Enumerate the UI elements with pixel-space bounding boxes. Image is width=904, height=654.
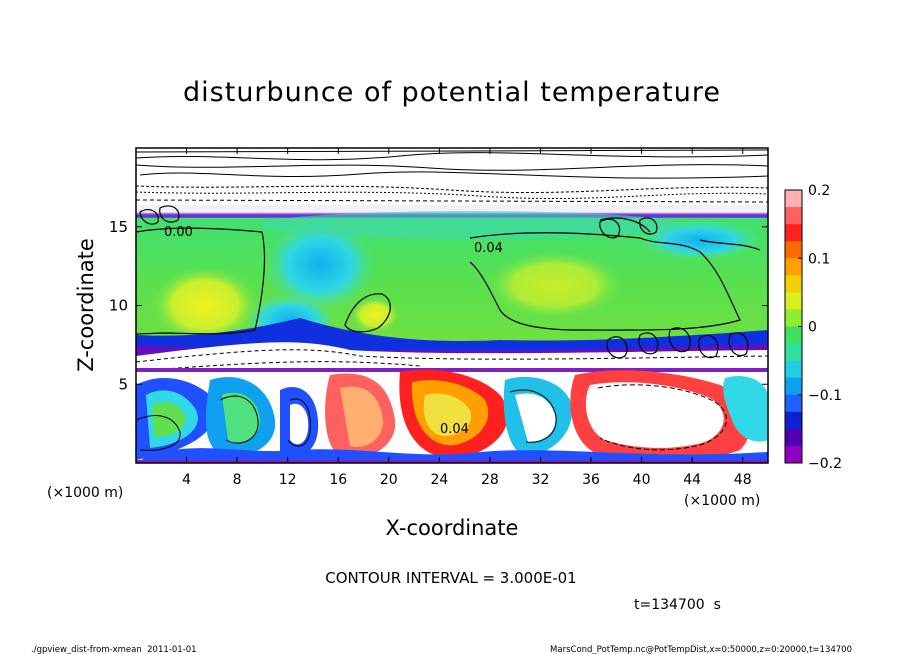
colorbar-swatch [785, 411, 802, 430]
colorbar-swatch [785, 343, 802, 362]
x-tick-label: 16 [329, 472, 347, 488]
x-tick-label: 28 [481, 472, 499, 488]
x-tick-label: 4 [182, 472, 191, 488]
colorbar-ticks: 0.2 0.1 0 −0.1 −0.2 [798, 183, 842, 472]
colorbar [784, 189, 803, 464]
x-tick-label: 40 [633, 472, 651, 488]
colorbar-swatch [785, 360, 802, 379]
lower-turbulence [136, 368, 768, 463]
contour-lines [136, 205, 761, 359]
colorbar-swatch [785, 258, 802, 276]
colorbar-tick-label: 0.1 [808, 251, 830, 267]
colorbar-swatch [785, 190, 802, 208]
colorbar-swatch [785, 428, 802, 447]
colorbar-tick-label: −0.2 [808, 456, 842, 472]
x-tick-label: 32 [532, 472, 550, 488]
colorbar-swatch [785, 445, 802, 464]
contour-label: 0.00 [164, 225, 193, 240]
colorbar-swatch [785, 309, 802, 327]
colorbar-swatch [785, 394, 802, 413]
colorbar-swatch [785, 275, 802, 293]
contour-labels: 0.00 0.04 0.04 [164, 225, 503, 437]
x-tick-label: 24 [430, 472, 448, 488]
top-contour-noise [136, 149, 768, 203]
y-tick-label: 5 [118, 375, 128, 393]
x-unit-right: (×1000 m) [684, 493, 760, 509]
colorbar-swatch [785, 292, 802, 310]
chart-title: disturbunce of potential temperature [183, 77, 721, 108]
plot-field [136, 148, 768, 463]
x-tick-label: 20 [380, 472, 398, 488]
x-axis: 4 8 12 16 20 24 28 32 36 40 44 48 [182, 148, 752, 488]
colorbar-swatch [785, 326, 802, 345]
time-label: t=134700 s [634, 597, 721, 613]
x-tick-label: 36 [582, 472, 600, 488]
colorbar-tick-label: 0.2 [808, 183, 830, 199]
contour-label: 0.04 [440, 422, 469, 437]
colorbar-swatch [785, 241, 802, 259]
colorbar-swatch [785, 224, 802, 242]
x-tick-label: 8 [233, 472, 242, 488]
footer-left: ./gpview_dist-from-xmean 2011-01-01 [31, 645, 197, 654]
footer-right: MarsCond_PotTemp.nc@PotTempDist,x=0:5000… [550, 645, 852, 654]
colorbar-tick-label: −0.1 [808, 388, 842, 404]
x-tick-label: 48 [734, 472, 752, 488]
y-axis: 5 10 15 [109, 218, 768, 393]
colorbar-swatch [785, 207, 802, 225]
x-axis-label: X-coordinate [386, 516, 519, 540]
contour-label: 0.04 [474, 241, 503, 256]
x-unit-left: (×1000 m) [47, 485, 123, 501]
contour-interval: CONTOUR INTERVAL = 3.000E-01 [325, 569, 576, 587]
x-tick-label: 44 [683, 472, 701, 488]
y-axis-label: Z-coordinate [74, 238, 98, 372]
x-tick-label: 12 [279, 472, 297, 488]
y-tick-label: 10 [109, 297, 128, 315]
colorbar-swatch [785, 377, 802, 396]
y-tick-label: 15 [109, 218, 128, 236]
colorbar-tick-label: 0 [808, 320, 817, 336]
